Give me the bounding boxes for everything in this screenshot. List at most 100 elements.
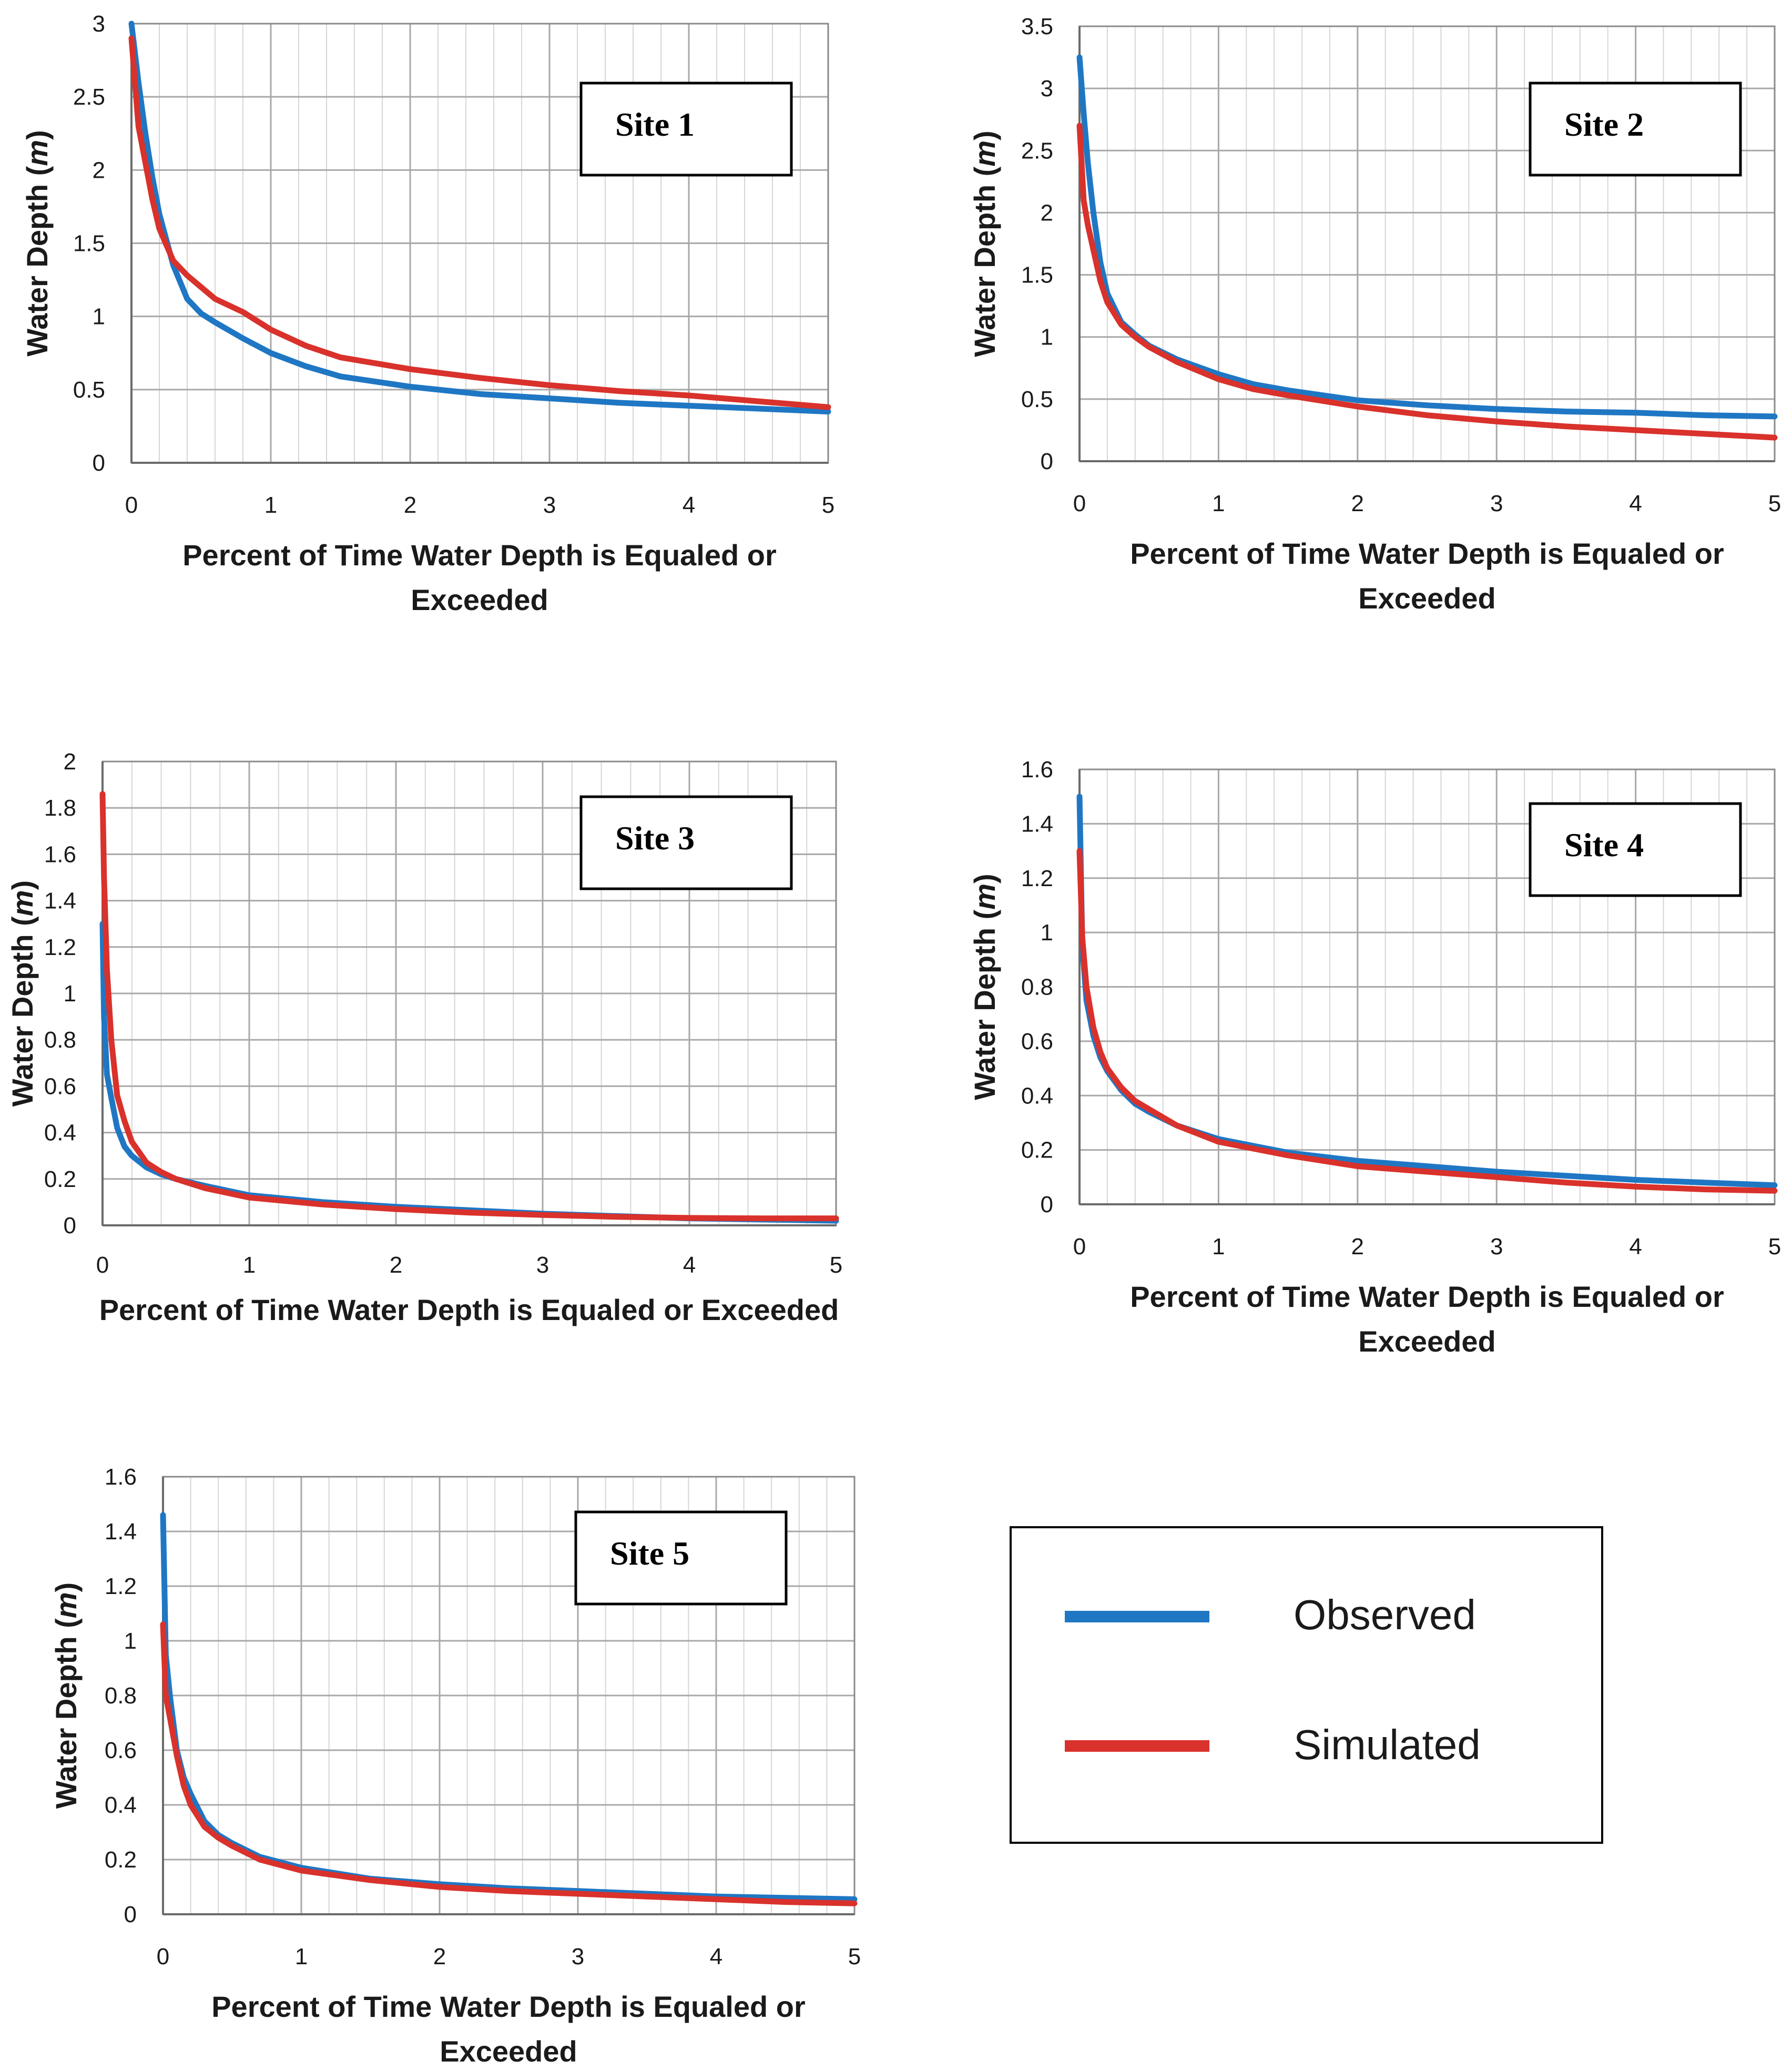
y-tick-label: 0.5 — [1021, 387, 1053, 412]
series-line-simulated — [1076, 848, 1778, 1194]
x-tick-label: 1 — [1212, 491, 1225, 516]
x-tick-label: 0 — [1073, 491, 1086, 516]
y-tick-label: 1.5 — [73, 231, 105, 257]
y-tick-label: 1 — [124, 1628, 137, 1654]
x-tick-label: 3 — [1490, 491, 1503, 516]
legend: Observed Simulated — [1010, 1526, 1603, 1844]
site-label: Site 4 — [1564, 826, 1644, 864]
x-axis-label: Percent of Time Water Depth is Equaled o… — [99, 1293, 839, 1326]
x-tick-label: 0 — [1073, 1234, 1086, 1260]
x-tick-label: 2 — [1351, 491, 1364, 516]
y-axis-label-close: ) — [968, 130, 1001, 140]
x-tick-label: 5 — [822, 492, 834, 518]
x-tick-label: 4 — [683, 1252, 696, 1278]
y-tick-label: 1.4 — [1021, 811, 1053, 837]
y-axis-label-text: Water Depth ( — [49, 1618, 83, 1809]
site-label: Site 1 — [615, 106, 695, 143]
y-tick-label: 1.5 — [1021, 262, 1053, 288]
legend-simulated-label: Simulated — [1294, 1721, 1481, 1768]
y-tick-label: 2.5 — [73, 84, 105, 110]
y-tick-label: 1.4 — [105, 1519, 137, 1545]
y-axis-label: Water Depth (m) — [21, 130, 54, 356]
y-tick-label: 0 — [124, 1902, 137, 1927]
y-tick-label: 1.8 — [44, 795, 76, 821]
y-axis-label-close: ) — [49, 1582, 83, 1592]
x-tick-label: 5 — [1768, 491, 1781, 516]
y-tick-label: 1.2 — [44, 935, 76, 960]
x-tick-label: 5 — [848, 1944, 861, 1970]
site-label-box — [579, 82, 793, 177]
y-tick-label: 0 — [64, 1213, 76, 1238]
y-axis-label-text: Water Depth ( — [968, 166, 1001, 357]
y-tick-label: 3 — [1041, 76, 1053, 101]
y-tick-label: 0.4 — [44, 1120, 76, 1146]
y-axis-label-text: Water Depth ( — [21, 166, 54, 356]
x-axis-label: Exceeded — [1358, 582, 1496, 615]
x-tick-label: 4 — [683, 492, 695, 518]
y-axis-label-close: ) — [6, 880, 39, 890]
y-axis-label-unit: m — [49, 1592, 83, 1618]
y-tick-label: 0.6 — [44, 1073, 76, 1099]
site-label: Site 5 — [610, 1535, 689, 1572]
x-tick-label: 4 — [1629, 491, 1642, 516]
y-tick-label: 2.5 — [1021, 138, 1053, 164]
y-axis-label-text: Water Depth ( — [968, 909, 1001, 1100]
x-axis-label: Percent of Time Water Depth is Equaled o… — [182, 539, 777, 572]
x-tick-label: 5 — [830, 1252, 842, 1278]
y-tick-label: 2 — [1041, 200, 1053, 226]
y-tick-label: 0.8 — [105, 1683, 137, 1709]
x-tick-label: 1 — [295, 1944, 308, 1970]
series-line-simulated — [1076, 123, 1778, 441]
x-tick-label: 4 — [710, 1944, 722, 1970]
x-tick-label: 3 — [1490, 1234, 1503, 1260]
y-axis-label: Water Depth (m) — [968, 130, 1001, 357]
x-tick-label: 3 — [543, 492, 556, 518]
y-tick-label: 1.6 — [1021, 757, 1053, 783]
series-line-simulated — [128, 35, 831, 410]
x-tick-label: 1 — [243, 1252, 256, 1278]
x-tick-label: 4 — [1629, 1234, 1642, 1260]
y-axis-label-close: ) — [21, 130, 54, 140]
x-tick-label: 2 — [390, 1252, 402, 1278]
x-tick-label: 1 — [264, 492, 277, 518]
y-tick-label: 0.8 — [1021, 974, 1053, 1000]
y-tick-label: 0.8 — [44, 1027, 76, 1053]
x-tick-label: 3 — [536, 1252, 549, 1278]
y-tick-label: 1 — [1041, 920, 1053, 946]
site-label-box — [1529, 802, 1742, 897]
x-axis-label: Percent of Time Water Depth is Equaled o… — [1130, 1280, 1724, 1313]
y-tick-label: 1.2 — [105, 1573, 137, 1599]
charts-container: 0 1 2 3 4 5 0 0.5 1 1.5 2 2.5 3 Percent of Time Water… — [6, 11, 1781, 2068]
y-tick-label: 0.4 — [105, 1792, 137, 1818]
x-axis-label: Percent of Time Water Depth is Equaled o… — [1130, 537, 1724, 570]
y-tick-label: 0.5 — [73, 377, 105, 403]
site-label-box — [1529, 82, 1742, 177]
y-tick-label: 0.4 — [1021, 1083, 1053, 1109]
y-tick-label: 0.2 — [1021, 1138, 1053, 1163]
y-tick-label: 0 — [1041, 449, 1053, 474]
y-tick-label: 1 — [1041, 324, 1053, 350]
site-label-box — [574, 1510, 788, 1606]
chart-site-1: 0 1 2 3 4 5 0 0.5 1 1.5 2 2.5 3 Percent of Time Water… — [21, 11, 835, 616]
y-tick-label: 1.2 — [1021, 866, 1053, 891]
site-label: Site 2 — [1564, 106, 1644, 143]
y-axis-label: Water Depth (m) — [49, 1582, 83, 1809]
series-line-observed — [1076, 54, 1778, 420]
y-tick-label: 1 — [64, 981, 76, 1007]
y-tick-label: 3 — [93, 11, 105, 37]
y-axis-label-text: Water Depth ( — [6, 916, 39, 1106]
site-label: Site 3 — [615, 819, 695, 857]
y-tick-label: 1 — [93, 304, 105, 330]
x-axis-label: Exceeded — [440, 2035, 577, 2068]
y-axis-label: Water Depth (m) — [6, 880, 39, 1106]
x-tick-label: 2 — [404, 492, 416, 518]
x-axis-label: Exceeded — [1358, 1325, 1496, 1358]
x-tick-label: 0 — [125, 492, 138, 518]
x-tick-label: 2 — [433, 1944, 446, 1970]
y-axis-label-unit: m — [21, 140, 54, 166]
y-tick-label: 0.2 — [44, 1166, 76, 1192]
y-tick-label: 3.5 — [1021, 14, 1053, 39]
x-axis-label: Percent of Time Water Depth is Equaled o… — [211, 1990, 806, 2023]
site-label-box — [579, 795, 793, 890]
